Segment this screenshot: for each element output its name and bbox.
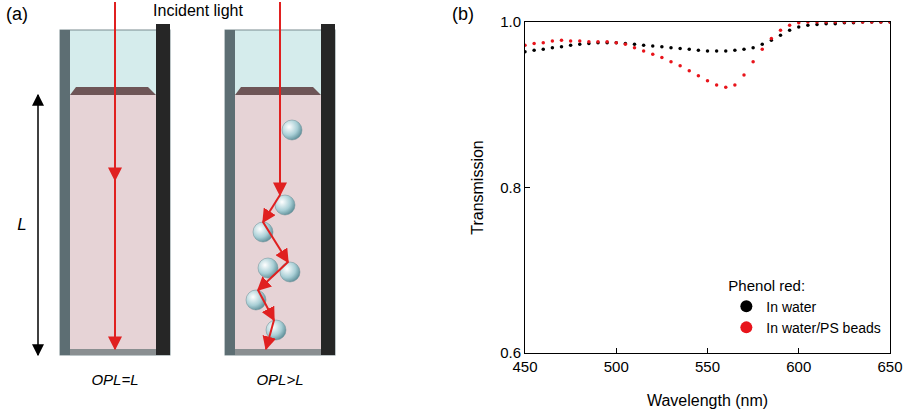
svg-text:450: 450 (512, 358, 537, 375)
svg-text:1.0: 1.0 (500, 13, 521, 30)
svg-text:In water: In water (766, 299, 816, 315)
svg-text:Incident light: Incident light (153, 2, 243, 19)
svg-text:650: 650 (877, 358, 902, 375)
svg-text:Phenol red:: Phenol red: (728, 277, 805, 294)
svg-text:OPL>L: OPL>L (256, 371, 303, 388)
svg-text:0.8: 0.8 (500, 179, 521, 196)
svg-text:Wavelength (nm): Wavelength (nm) (647, 392, 768, 409)
svg-text:0.6: 0.6 (500, 344, 521, 361)
svg-text:In water/PS beads: In water/PS beads (766, 320, 880, 336)
html-text:(b): (b) (452, 4, 474, 24)
svg-text:600: 600 (786, 358, 811, 375)
svg-text:550: 550 (695, 358, 720, 375)
svg-text:OPL=L: OPL=L (91, 371, 138, 388)
html-text:(a): (a) (6, 4, 28, 24)
svg-text:500: 500 (604, 358, 629, 375)
svg-text:L: L (17, 215, 26, 234)
svg-text:Transmission: Transmission (469, 140, 486, 235)
